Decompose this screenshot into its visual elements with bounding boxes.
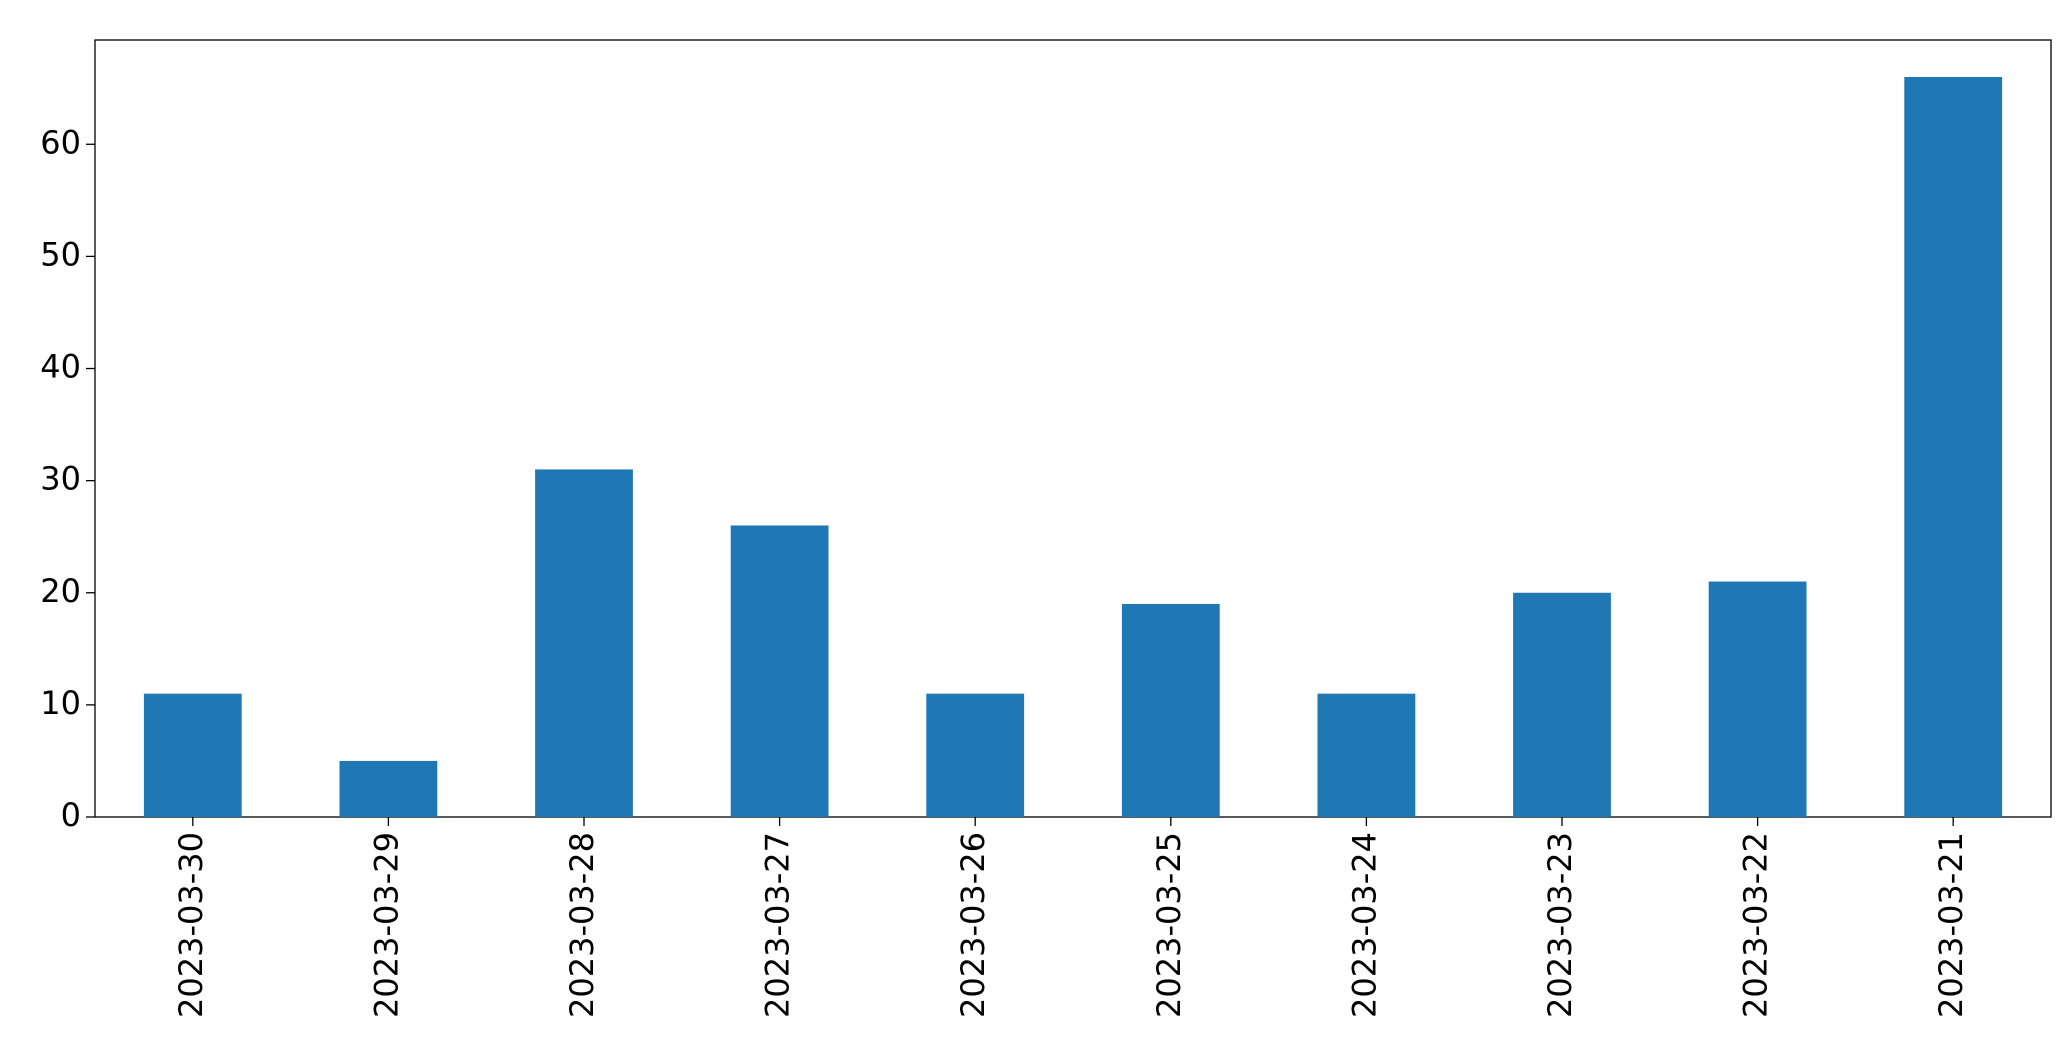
x-tick-label: 2023-03-25 (1150, 832, 1188, 1018)
x-tick-label: 2023-03-30 (172, 832, 210, 1018)
y-tick-label: 30 (40, 460, 81, 498)
x-tick-label: 2023-03-27 (759, 832, 797, 1018)
bar (143, 693, 242, 817)
x-tick-label: 2023-03-29 (367, 832, 405, 1018)
bar (1317, 693, 1416, 817)
x-tick-label: 2023-03-21 (1932, 832, 1970, 1018)
x-tick-label: 2023-03-23 (1541, 832, 1579, 1018)
x-tick-label: 2023-03-26 (954, 832, 992, 1018)
bar (1904, 77, 2003, 817)
bar (926, 693, 1025, 817)
y-tick-label: 60 (40, 123, 81, 161)
x-tick-label: 2023-03-24 (1345, 832, 1383, 1018)
y-tick-label: 10 (40, 684, 81, 722)
y-tick-label: 20 (40, 572, 81, 610)
y-tick-label: 0 (61, 796, 81, 834)
bar (1121, 603, 1220, 817)
bar (1513, 592, 1611, 817)
bar (730, 525, 829, 817)
bar (339, 760, 438, 817)
bar (535, 469, 633, 817)
x-tick-label: 2023-03-28 (563, 832, 601, 1018)
y-tick-label: 50 (40, 235, 81, 273)
x-tick-label: 2023-03-22 (1737, 832, 1775, 1018)
bar (1708, 581, 1807, 817)
y-tick-label: 40 (40, 348, 81, 386)
plot-frame (94, 39, 2052, 818)
